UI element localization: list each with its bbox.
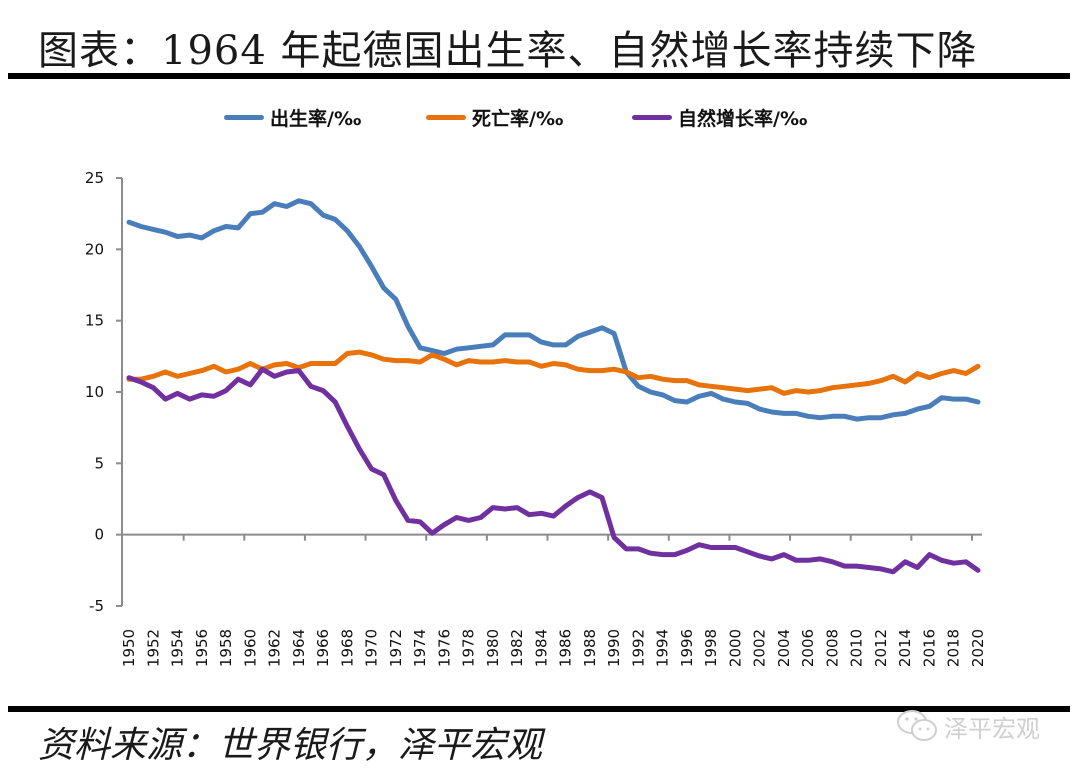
y-tick-label: -5 — [89, 597, 104, 615]
x-tick-label: 1954 — [169, 629, 187, 667]
legend-item-natural-growth-rate: 自然增长率/‰ — [632, 104, 807, 131]
legend-swatch-natural-growth-rate — [632, 115, 672, 120]
y-tick-label: 5 — [94, 454, 104, 472]
x-tick-label: 1978 — [460, 629, 478, 667]
x-tick-label: 1982 — [508, 629, 526, 667]
x-tick-label: 1970 — [363, 629, 381, 667]
series-line-death-rate — [126, 349, 981, 396]
legend-label-natural-growth-rate: 自然增长率/‰ — [678, 108, 808, 130]
x-tick-label: 1980 — [484, 629, 502, 667]
x-tick-label: 1950 — [120, 629, 138, 667]
x-tick-label: 2010 — [848, 629, 866, 667]
x-tick-label: 1998 — [702, 629, 720, 667]
x-tick-label: 2006 — [799, 629, 817, 667]
y-tick-label: 20 — [85, 240, 104, 258]
x-tick-label: 2020 — [969, 629, 987, 667]
x-tick-label: 2000 — [726, 629, 744, 667]
x-tick-label: 2008 — [823, 629, 841, 667]
source-note: 资料来源：世界银行，泽平宏观 — [38, 725, 543, 766]
x-tick-label: 1990 — [605, 629, 623, 667]
legend-swatch-birth-rate — [224, 115, 264, 120]
x-tick-label: 2012 — [872, 629, 890, 667]
line-chart: 25 20 15 10 5 0 -5 1950 1952 1954 1956 1958 1960 1962… — [85, 169, 987, 667]
x-tick-label: 2014 — [896, 629, 914, 667]
x-tick-label: 1964 — [290, 629, 308, 667]
x-tick-label: 1992 — [629, 629, 647, 667]
y-tick-label: 25 — [85, 169, 104, 187]
x-tick-label: 1988 — [581, 629, 599, 667]
series-line-natural-growth-rate — [126, 366, 981, 575]
watermark: 泽平宏观 — [896, 708, 1040, 744]
x-tick-label: 1960 — [241, 629, 259, 667]
x-tick-label: 1958 — [217, 629, 235, 667]
legend-label-death-rate: 死亡率/‰ — [472, 108, 564, 130]
x-tick-label: 1952 — [144, 629, 162, 667]
bottom-divider — [8, 706, 1070, 712]
x-tick-label: 1966 — [314, 629, 332, 667]
series-line-birth-rate — [126, 198, 981, 422]
x-tick-label: 1956 — [193, 629, 211, 667]
y-tick-label: 15 — [85, 312, 104, 330]
chart-title: 图表：1964 年起德国出生率、自然增长率持续下降 — [38, 28, 978, 74]
legend-label-birth-rate: 出生率/‰ — [270, 108, 362, 130]
x-tick-label: 1962 — [266, 629, 284, 667]
x-tick-label: 1968 — [338, 629, 356, 667]
x-tick-label: 2004 — [775, 629, 793, 667]
legend-swatch-death-rate — [426, 115, 466, 120]
watermark-text: 泽平宏观 — [944, 714, 1040, 743]
x-tick-label: 1974 — [411, 629, 429, 667]
y-tick-label: 10 — [85, 383, 104, 401]
x-tick-label: 1972 — [387, 629, 405, 667]
y-tick-label: 0 — [94, 526, 104, 544]
chart-legend: 出生率/‰ 死亡率/‰ 自然增长率/‰ — [0, 104, 1080, 138]
x-tick-label: 1994 — [654, 629, 672, 667]
x-tick-label: 1996 — [678, 629, 696, 667]
x-tick-label: 2016 — [920, 629, 938, 667]
x-tick-label: 1984 — [532, 629, 550, 667]
x-tick-label: 2018 — [945, 629, 963, 667]
legend-item-death-rate: 死亡率/‰ — [426, 104, 563, 131]
top-divider — [8, 73, 1070, 79]
x-tick-label: 2002 — [751, 629, 769, 667]
x-tick-label: 1986 — [557, 629, 575, 667]
legend-item-birth-rate: 出生率/‰ — [224, 104, 361, 131]
x-tick-label: 1976 — [435, 629, 453, 667]
wechat-icon — [897, 710, 937, 741]
